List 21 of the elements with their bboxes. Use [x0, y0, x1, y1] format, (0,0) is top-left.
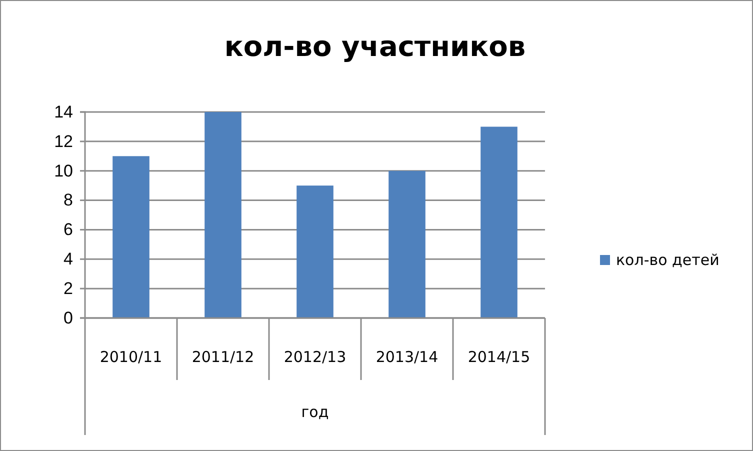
- y-tick-label: 0: [64, 308, 73, 328]
- y-tick-label: 10: [54, 161, 73, 180]
- y-tick-label: 2: [64, 279, 73, 298]
- y-tick-label: 12: [54, 132, 73, 151]
- legend-label: кол-во детей: [616, 251, 720, 269]
- bar: [112, 156, 150, 318]
- bar: [204, 112, 242, 318]
- bar: [388, 170, 426, 318]
- y-tick-label: 4: [64, 250, 73, 269]
- y-tick-label: 14: [54, 102, 73, 122]
- y-tick-label: 8: [64, 190, 73, 210]
- bar: [480, 126, 518, 318]
- bar: [296, 186, 334, 318]
- x-tick-label: 2014/15: [468, 348, 530, 366]
- x-tick-label: 2011/12: [192, 348, 254, 366]
- y-tick-label: 6: [64, 220, 73, 240]
- x-axis-title: год: [301, 403, 329, 421]
- x-tick-label: 2012/13: [284, 348, 346, 366]
- x-tick-label: 2010/11: [100, 348, 162, 366]
- chart-title: кол-во участников: [224, 30, 526, 63]
- x-tick-label: 2013/14: [376, 348, 438, 366]
